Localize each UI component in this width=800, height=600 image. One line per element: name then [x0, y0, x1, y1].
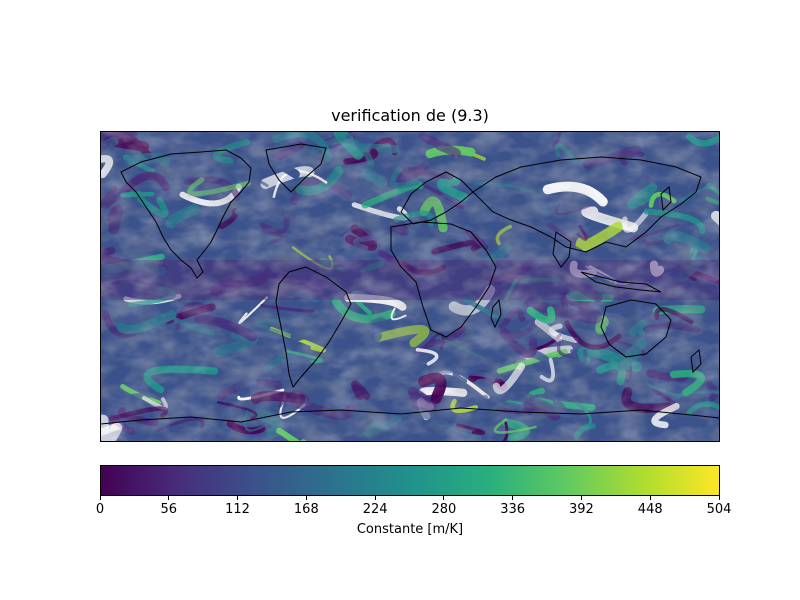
- colorbar-tick: [99, 496, 101, 500]
- south-america-coast: [275, 266, 352, 389]
- colorbar-tick: [443, 496, 445, 500]
- colorbar: [100, 465, 720, 496]
- india-coast: [552, 231, 572, 268]
- north-america-coast: [120, 149, 252, 279]
- colorbar-tick: [374, 496, 376, 500]
- map-canvas: [101, 132, 719, 441]
- colorbar-tick-label: 56: [160, 502, 178, 517]
- colorbar-tick: [580, 496, 582, 500]
- colorbar-tick: [718, 496, 720, 500]
- new-zealand-coast: [690, 349, 702, 374]
- colorbar-tick-label: 280: [431, 502, 457, 517]
- world-map: [100, 131, 720, 442]
- colorbar-tick-label: 392: [569, 502, 594, 517]
- colorbar-tick-label: 168: [293, 502, 319, 517]
- colorbar-tick: [649, 496, 651, 500]
- colorbar-tick-label: 448: [637, 502, 663, 517]
- colorbar-tick-label: 504: [706, 502, 732, 517]
- field-texture: [101, 132, 719, 441]
- coastlines: [101, 143, 719, 425]
- antarctica-coast: [101, 407, 719, 425]
- colorbar-label: Constante [m/K]: [356, 522, 464, 537]
- map-title: verification de (9.3): [331, 106, 489, 125]
- colorbar-tick: [305, 496, 307, 500]
- australia-coast: [600, 299, 672, 358]
- madagascar-coast: [490, 298, 502, 329]
- asia-coast: [472, 156, 702, 253]
- colorbar-tick: [512, 496, 514, 500]
- colorbar-tick-label: 336: [500, 502, 526, 517]
- indonesia-coast: [580, 271, 662, 293]
- japan-coast: [660, 186, 672, 212]
- colorbar-tick-label: 224: [362, 502, 388, 517]
- colorbar-tick: [237, 496, 239, 500]
- colorbar-tick: [168, 496, 170, 500]
- greenland-coast: [265, 143, 327, 193]
- africa-coast: [390, 221, 497, 338]
- colorbar-tick-label: 0: [95, 502, 105, 517]
- colorbar-tick-label: 112: [225, 502, 250, 517]
